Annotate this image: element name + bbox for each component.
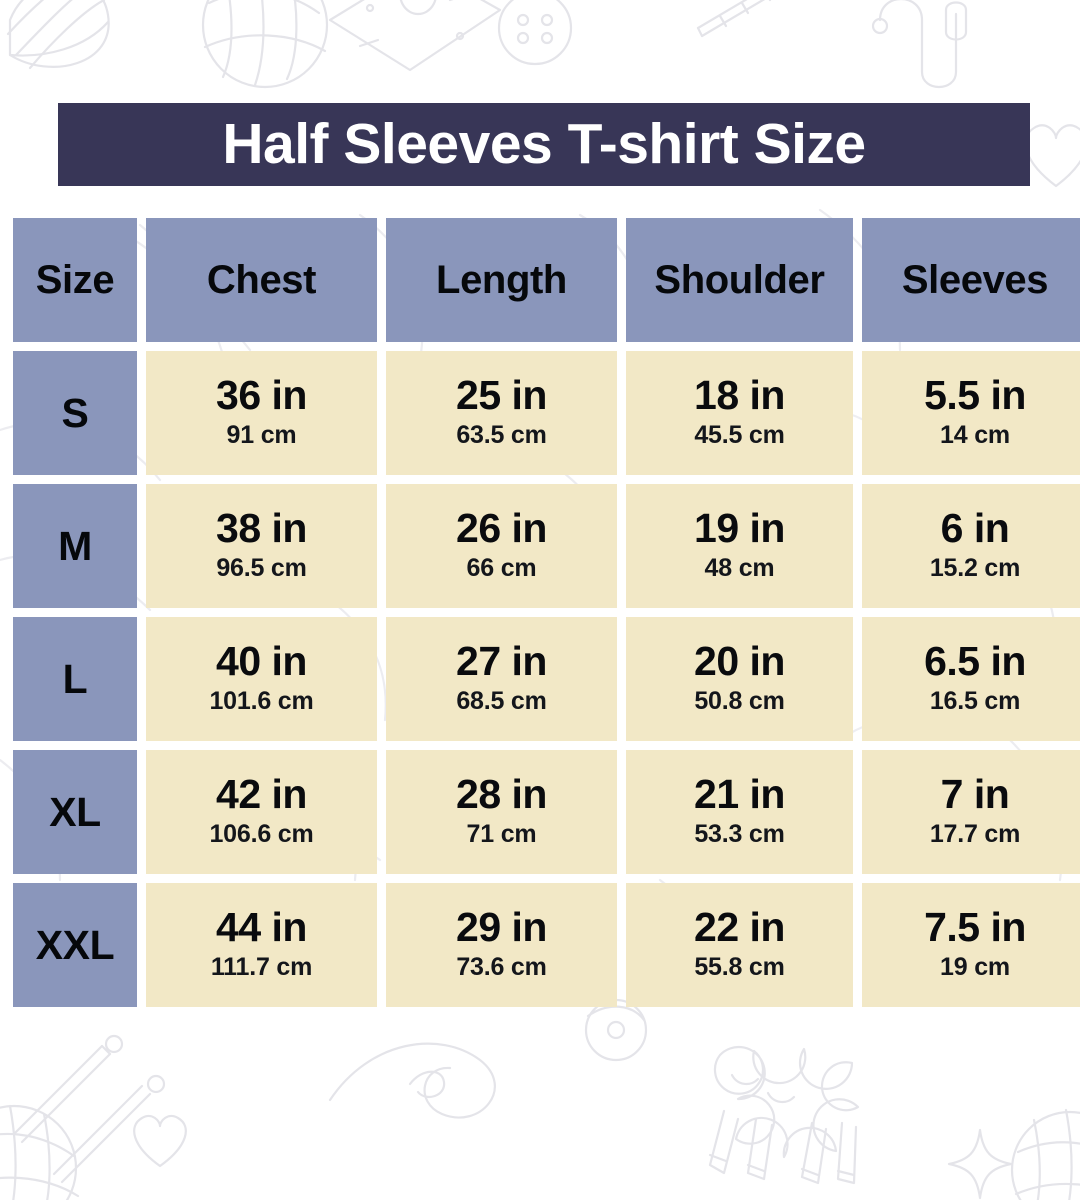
column-header-shoulder: Shoulder [626, 218, 853, 342]
value-centimeters: 71 cm [466, 820, 537, 849]
value-inches: 27 in [456, 638, 547, 685]
table-row-size-cell: XL [13, 750, 137, 874]
size-label: S [61, 389, 89, 436]
column-header-label: Chest [206, 258, 317, 302]
value-inches: 22 in [694, 904, 785, 951]
table-cell-chest: 44 in 111.7 cm [146, 883, 377, 1007]
table-cell-chest: 36 in 91 cm [146, 351, 377, 475]
table-cell-length: 25 in 63.5 cm [386, 351, 617, 475]
column-header-label: Sleeves [901, 258, 1049, 302]
size-label: M [58, 522, 92, 569]
table-cell-chest: 38 in 96.5 cm [146, 484, 377, 608]
value-inches: 28 in [456, 771, 547, 818]
value-inches: 20 in [694, 638, 785, 685]
table-cell-length: 29 in 73.6 cm [386, 883, 617, 1007]
table-cell-sleeves: 7.5 in 19 cm [862, 883, 1080, 1007]
value-centimeters: 17.7 cm [929, 820, 1021, 849]
value-centimeters: 96.5 cm [216, 554, 307, 583]
value-centimeters: 91 cm [226, 421, 297, 450]
column-header-sleeves: Sleeves [862, 218, 1080, 342]
table-row-size-cell: L [13, 617, 137, 741]
value-inches: 40 in [216, 638, 307, 685]
column-header-chest: Chest [146, 218, 377, 342]
table-cell-sleeves: 6 in 15.2 cm [862, 484, 1080, 608]
value-inches: 18 in [694, 372, 785, 419]
value-centimeters: 101.6 cm [209, 687, 314, 716]
size-label: XL [49, 788, 101, 835]
value-inches: 7 in [940, 771, 1010, 818]
value-centimeters: 106.6 cm [209, 820, 314, 849]
column-header-label: Length [436, 258, 567, 302]
column-header-label: Size [35, 258, 115, 302]
table-cell-sleeves: 7 in 17.7 cm [862, 750, 1080, 874]
table-row-size-cell: M [13, 484, 137, 608]
value-centimeters: 50.8 cm [694, 687, 785, 716]
value-centimeters: 66 cm [466, 554, 537, 583]
value-inches: 44 in [216, 904, 307, 951]
chart-title-bar: Half Sleeves T-shirt Size [58, 103, 1030, 186]
value-centimeters: 48 cm [704, 554, 775, 583]
value-inches: 19 in [694, 505, 785, 552]
table-row-size-cell: S [13, 351, 137, 475]
value-centimeters: 53.3 cm [694, 820, 785, 849]
value-centimeters: 15.2 cm [929, 554, 1021, 583]
value-inches: 5.5 in [924, 372, 1026, 419]
value-centimeters: 19 cm [940, 953, 1010, 982]
value-inches: 26 in [456, 505, 547, 552]
value-centimeters: 14 cm [940, 421, 1010, 450]
table-cell-length: 26 in 66 cm [386, 484, 617, 608]
table-cell-length: 28 in 71 cm [386, 750, 617, 874]
size-table: Size Chest Length Shoulder Sleeves S 36 … [13, 218, 1080, 1007]
value-inches: 29 in [456, 904, 547, 951]
value-centimeters: 73.6 cm [456, 953, 547, 982]
value-inches: 36 in [216, 372, 307, 419]
size-label: XXL [35, 921, 115, 968]
column-header-label: Shoulder [654, 258, 825, 302]
value-centimeters: 68.5 cm [456, 687, 547, 716]
value-inches: 25 in [456, 372, 547, 419]
value-inches: 7.5 in [924, 904, 1026, 951]
value-centimeters: 16.5 cm [929, 687, 1021, 716]
table-cell-sleeves: 5.5 in 14 cm [862, 351, 1080, 475]
value-inches: 21 in [694, 771, 785, 818]
value-inches: 42 in [216, 771, 307, 818]
table-cell-sleeves: 6.5 in 16.5 cm [862, 617, 1080, 741]
table-cell-shoulder: 20 in 50.8 cm [626, 617, 853, 741]
value-inches: 38 in [216, 505, 307, 552]
column-header-length: Length [386, 218, 617, 342]
table-cell-shoulder: 19 in 48 cm [626, 484, 853, 608]
value-inches: 6 in [940, 505, 1010, 552]
value-centimeters: 55.8 cm [694, 953, 785, 982]
table-row-size-cell: XXL [13, 883, 137, 1007]
value-centimeters: 111.7 cm [210, 953, 313, 982]
table-cell-shoulder: 18 in 45.5 cm [626, 351, 853, 475]
value-centimeters: 63.5 cm [456, 421, 547, 450]
size-label: L [62, 655, 88, 702]
column-header-size: Size [13, 218, 137, 342]
table-cell-length: 27 in 68.5 cm [386, 617, 617, 741]
table-cell-shoulder: 21 in 53.3 cm [626, 750, 853, 874]
table-cell-shoulder: 22 in 55.8 cm [626, 883, 853, 1007]
page-title: Half Sleeves T-shirt Size [222, 112, 866, 176]
table-cell-chest: 40 in 101.6 cm [146, 617, 377, 741]
table-cell-chest: 42 in 106.6 cm [146, 750, 377, 874]
value-inches: 6.5 in [924, 638, 1026, 685]
value-centimeters: 45.5 cm [694, 421, 785, 450]
